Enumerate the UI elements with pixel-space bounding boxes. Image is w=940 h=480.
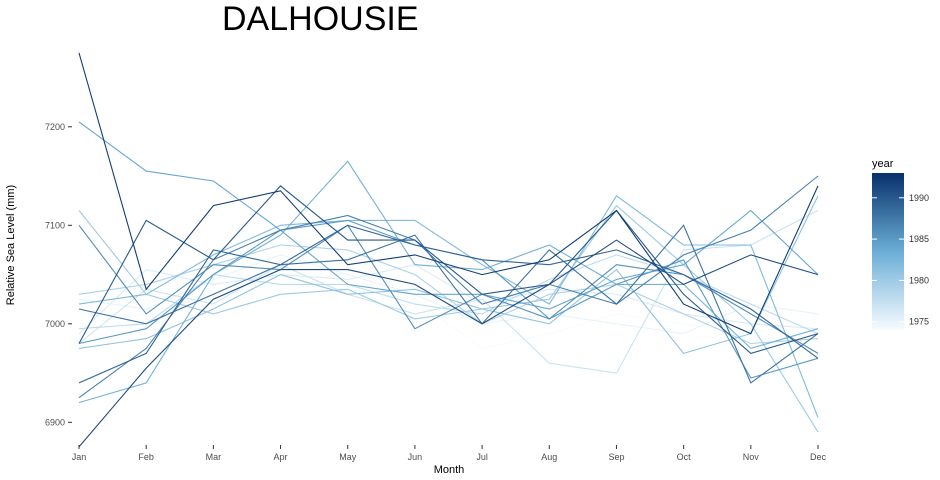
x-tick-label: Aug [541,452,557,462]
x-tick-label: Apr [274,452,288,462]
x-tick-label: Sep [608,452,624,462]
series-layer [78,52,819,448]
legend-title: year [872,158,894,170]
y-tick-label: 6900 [45,417,65,427]
x-tick-label: Dec [810,452,827,462]
legend-ticks: 1975 1980 1985 1990 [872,193,929,327]
series-line-1992 [78,52,819,335]
x-tick-label: Feb [138,452,154,462]
series-line-1981 [78,195,819,355]
legend: year 1975 1980 1985 1990 [872,158,929,330]
series-line-1984 [78,121,819,310]
x-tick-label: Nov [743,452,760,462]
legend-tick-label: 1990 [909,193,929,203]
series-line-1991 [78,239,819,448]
series-line-1976 [78,264,819,334]
y-tick-label: 7000 [45,319,65,329]
x-axis: Jan Feb Mar Apr May Jun Jul Aug Sep Oct Nov Dec [72,445,827,462]
x-tick-label: Oct [677,452,692,462]
series-line-1990 [78,185,819,355]
y-axis: 6900 7000 7100 7200 [45,122,72,427]
legend-tick-label: 1985 [909,234,929,244]
x-tick-label: Mar [206,452,222,462]
x-axis-label: Month [434,464,465,476]
legend-tick-label: 1980 [909,275,929,285]
y-axis-label: Relative Sea Level (mm) [5,185,17,305]
legend-tick-label: 1975 [909,317,929,327]
y-tick-label: 7200 [45,122,65,132]
x-tick-label: Jun [408,452,423,462]
series-line-1988 [78,224,819,384]
x-tick-label: May [339,452,357,462]
series-line-1989 [78,224,819,384]
x-tick-label: Jan [72,452,87,462]
legend-colorbar [872,173,904,330]
y-tick-label: 7100 [45,220,65,230]
series-line-1977 [78,210,819,374]
x-tick-label: Jul [476,452,488,462]
series-line-1982 [78,195,819,418]
series-line-1986 [78,224,819,354]
series-line-1974 [78,283,819,349]
chart-title: DALHOUSIE [222,0,419,38]
